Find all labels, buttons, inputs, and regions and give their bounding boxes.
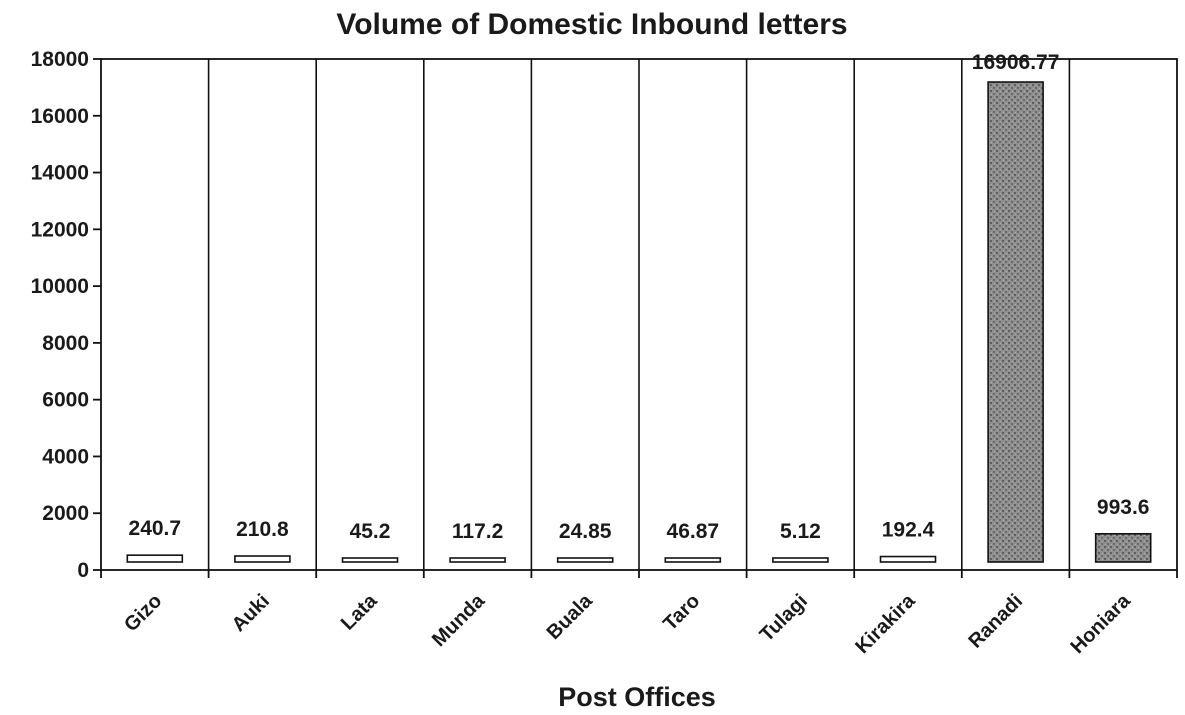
bar-taro bbox=[664, 557, 722, 563]
bar-tulagi bbox=[772, 557, 829, 563]
x-tick-label: Tulagi bbox=[756, 590, 812, 646]
y-tick-label: 10000 bbox=[31, 275, 89, 298]
x-tick-label: Gizo bbox=[120, 590, 166, 636]
data-label: 192.4 bbox=[882, 519, 935, 542]
x-tick-label: Lata bbox=[337, 589, 382, 634]
bar-buala bbox=[556, 557, 614, 563]
y-tick-label: 16000 bbox=[31, 105, 89, 128]
y-tick-label: 6000 bbox=[42, 389, 89, 412]
y-tick-label: 0 bbox=[77, 559, 89, 582]
x-tick-label: Munda bbox=[428, 589, 490, 651]
y-tick-label: 2000 bbox=[42, 502, 89, 525]
x-tick-label: Buala bbox=[543, 589, 598, 644]
bar-munda bbox=[449, 557, 506, 563]
chart-title: Volume of Domestic Inbound letters bbox=[336, 8, 847, 41]
data-label: 117.2 bbox=[452, 520, 503, 543]
y-axis: 0 2000 4000 6000 8000 10000 12000 14000 16000 180… bbox=[31, 48, 101, 582]
data-label: 240.7 bbox=[129, 517, 182, 540]
y-tick-label: 14000 bbox=[31, 162, 89, 185]
bar-kirakira bbox=[879, 555, 937, 563]
bar-lata bbox=[341, 557, 399, 563]
x-tick-label: Honiara bbox=[1067, 589, 1136, 658]
bars bbox=[126, 81, 1152, 563]
x-tick-label: Kirakira bbox=[851, 589, 920, 658]
data-label: 16906.77 bbox=[972, 51, 1060, 74]
data-label: 5.12 bbox=[780, 520, 821, 543]
data-label: 210.8 bbox=[236, 518, 289, 541]
x-tick-label: Auki bbox=[228, 590, 274, 636]
bar-gizo bbox=[126, 554, 184, 563]
y-tick-label: 12000 bbox=[31, 218, 89, 241]
data-label: 45.2 bbox=[350, 520, 391, 543]
data-label: 993.6 bbox=[1097, 496, 1150, 519]
data-label: 46.87 bbox=[667, 520, 720, 543]
y-tick-label: 4000 bbox=[42, 445, 89, 468]
bar-ranadi bbox=[987, 81, 1044, 563]
x-tick-label: Taro bbox=[659, 590, 704, 635]
x-axis-title: Post Offices bbox=[558, 682, 716, 712]
y-tick-label: 18000 bbox=[31, 48, 89, 71]
x-tick-label: Ranadi bbox=[964, 590, 1027, 653]
x-axis: Gizo Auki Lata Munda Buala Taro Tulagi Kirakira… bbox=[100, 570, 1178, 658]
bar-auki bbox=[234, 555, 291, 563]
data-labels: 240.7 210.8 45.2 117.2 24.85 46.87 5.12 192.4 16… bbox=[129, 51, 1150, 543]
y-tick-label: 8000 bbox=[42, 332, 89, 355]
bar-honiara bbox=[1094, 532, 1152, 563]
data-label: 24.85 bbox=[559, 520, 612, 543]
